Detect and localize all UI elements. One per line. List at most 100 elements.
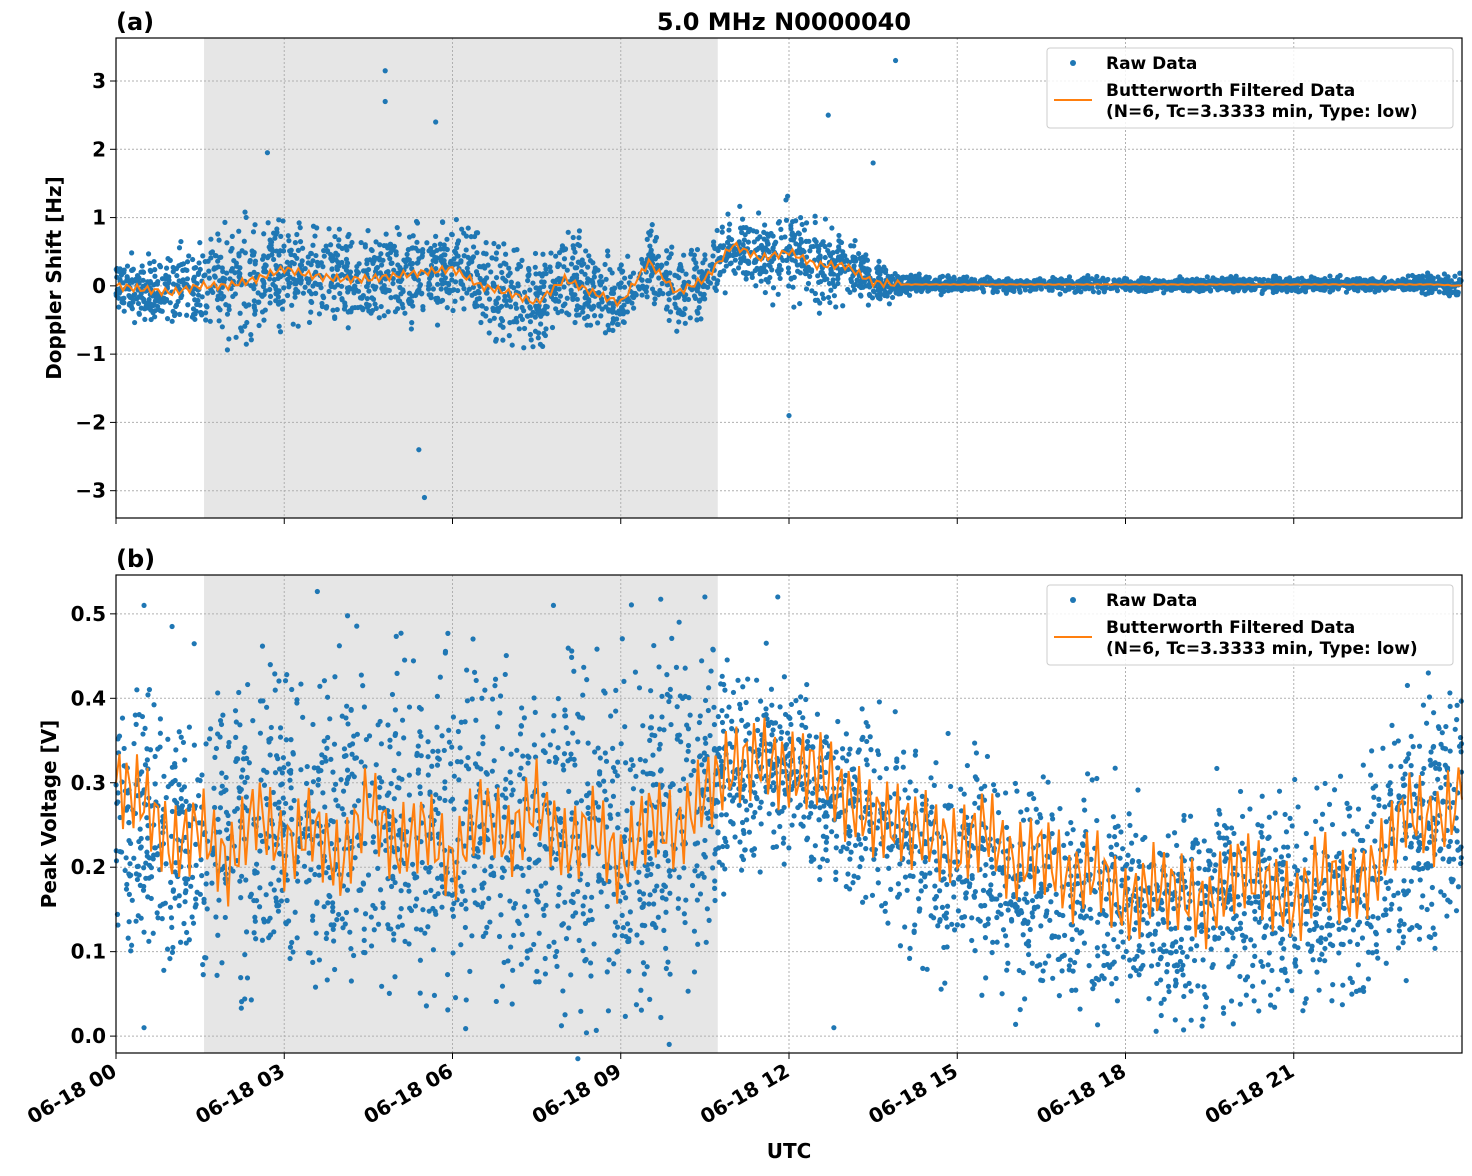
- raw-data-point: [754, 229, 759, 234]
- raw-data-point: [260, 938, 265, 943]
- raw-data-point: [624, 827, 629, 832]
- raw-data-point: [1105, 951, 1110, 956]
- raw-data-point: [767, 811, 772, 816]
- raw-data-point: [731, 821, 736, 826]
- raw-data-point: [351, 953, 356, 958]
- raw-data-point: [361, 881, 366, 886]
- raw-data-point: [450, 950, 455, 955]
- raw-data-point: [155, 910, 160, 915]
- raw-data-point: [142, 317, 147, 322]
- raw-data-point: [720, 720, 725, 725]
- raw-data-point: [659, 694, 664, 699]
- raw-data-point: [615, 949, 620, 954]
- raw-data-point: [374, 762, 379, 767]
- raw-data-point: [230, 266, 235, 271]
- raw-data-point: [605, 904, 610, 909]
- raw-data-point: [407, 792, 412, 797]
- raw-data-point: [999, 912, 1004, 917]
- raw-data-point: [1267, 856, 1272, 861]
- raw-data-point: [203, 259, 208, 264]
- raw-data-point: [276, 805, 281, 810]
- raw-data-point: [674, 329, 679, 334]
- raw-data-point: [458, 942, 463, 947]
- raw-data-point: [757, 271, 762, 276]
- raw-data-point: [833, 304, 838, 309]
- raw-data-point: [1205, 274, 1210, 279]
- raw-data-point: [205, 906, 210, 911]
- raw-data-point: [652, 290, 657, 295]
- raw-data-point: [340, 297, 345, 302]
- raw-data-point: [1452, 274, 1457, 279]
- raw-data-point: [548, 269, 553, 274]
- raw-data-point: [493, 339, 498, 344]
- raw-data-point: [468, 257, 473, 262]
- raw-data-point: [236, 270, 241, 275]
- raw-data-point: [1194, 943, 1199, 948]
- raw-data-point: [184, 313, 189, 318]
- raw-data-point: [214, 746, 219, 751]
- raw-data-point: [622, 834, 627, 839]
- raw-data-point: [251, 270, 256, 275]
- raw-data-point: [823, 216, 828, 221]
- raw-data-point: [835, 276, 840, 281]
- raw-data-point: [807, 733, 812, 738]
- raw-data-point: [529, 337, 534, 342]
- raw-data-point: [1290, 823, 1295, 828]
- raw-data-point: [1454, 292, 1459, 297]
- raw-data-point: [782, 674, 787, 679]
- raw-data-point: [748, 227, 753, 232]
- raw-data-point: [711, 239, 716, 244]
- raw-data-point: [857, 279, 862, 284]
- raw-data-point: [1418, 877, 1423, 882]
- raw-data-point: [836, 233, 841, 238]
- raw-data-point: [177, 312, 182, 317]
- raw-data-point: [799, 263, 804, 268]
- raw-data-point: [729, 237, 734, 242]
- raw-data-point: [116, 304, 121, 309]
- raw-data-point: [374, 306, 379, 311]
- raw-data-point: [571, 246, 576, 251]
- raw-data-point: [849, 850, 854, 855]
- raw-data-point: [398, 279, 403, 284]
- raw-data-point: [475, 303, 480, 308]
- raw-data-point: [612, 933, 617, 938]
- raw-data-point: [746, 261, 751, 266]
- raw-data-point: [379, 262, 384, 267]
- raw-data-point: [907, 293, 912, 298]
- raw-data-point: [262, 783, 267, 788]
- raw-data-point: [500, 338, 505, 343]
- raw-data-point: [198, 310, 203, 315]
- raw-data-point: [434, 725, 439, 730]
- raw-data-point: [191, 306, 196, 311]
- raw-data-point: [328, 242, 333, 247]
- raw-data-point: [276, 217, 281, 222]
- raw-data-point: [1448, 748, 1453, 753]
- raw-data-point: [298, 280, 303, 285]
- raw-data-point: [1269, 968, 1274, 973]
- raw-data-point: [598, 313, 603, 318]
- raw-data-point: [1327, 279, 1332, 284]
- raw-data-point: [556, 696, 561, 701]
- raw-data-point: [230, 294, 235, 299]
- raw-data-point: [412, 875, 417, 880]
- raw-data-point: [798, 270, 803, 275]
- raw-data-point: [1238, 921, 1243, 926]
- raw-data-point: [426, 772, 431, 777]
- raw-data-point: [945, 904, 950, 909]
- raw-data-point: [473, 761, 478, 766]
- raw-data-point: [1339, 942, 1344, 947]
- raw-data-point: [401, 735, 406, 740]
- raw-data-point: [248, 283, 253, 288]
- raw-data-point: [166, 280, 171, 285]
- raw-data-point: [399, 888, 404, 893]
- raw-data-point: [295, 879, 300, 884]
- raw-data-point: [568, 751, 573, 756]
- raw-data-point: [484, 251, 489, 256]
- raw-data-point: [291, 322, 296, 327]
- raw-data-point: [645, 294, 650, 299]
- raw-data-point: [540, 252, 545, 257]
- raw-data-point: [793, 258, 798, 263]
- raw-data-point: [278, 234, 283, 239]
- raw-data-point: [610, 746, 615, 751]
- raw-data-point: [530, 344, 535, 349]
